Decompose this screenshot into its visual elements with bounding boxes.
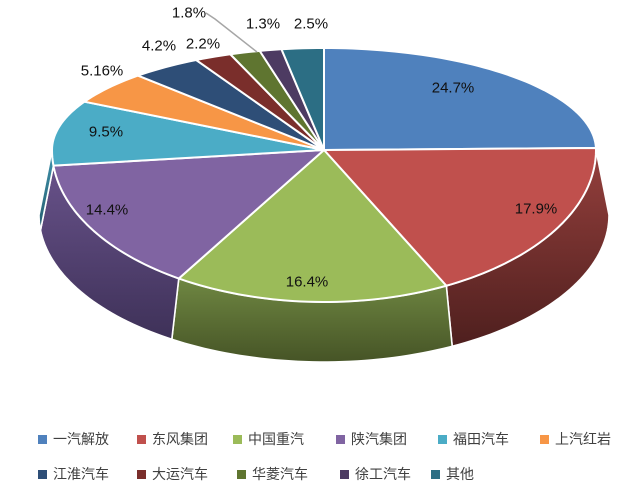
legend-marker-icon: [233, 434, 242, 444]
legend-marker-icon: [336, 434, 345, 444]
legend-marker-icon: [438, 434, 447, 444]
slice-label-10: 2.5%: [293, 15, 329, 33]
legend-label: 上汽红岩: [555, 431, 611, 447]
slice-label-5: 5.16%: [80, 62, 124, 80]
legend-item-7: 大运汽车: [137, 467, 208, 481]
legend-item-6: 江淮汽车: [38, 467, 109, 481]
legend-label: 华菱汽车: [252, 466, 308, 482]
legend-label: 陕汽集团: [351, 431, 407, 447]
legend-item-0: 一汽解放: [38, 432, 109, 446]
legend-item-2: 中国重汽: [233, 432, 304, 446]
legend-marker-icon: [38, 469, 47, 479]
legend-item-5: 上汽红岩: [540, 432, 611, 446]
pie-slice-0: [323, 47, 597, 151]
pie-slice-5: [83, 74, 325, 151]
pie-slice-10: [280, 47, 325, 151]
pie-slice-3: [52, 149, 325, 280]
legend-label: 东风集团: [152, 431, 208, 447]
legend-marker-icon: [137, 469, 146, 479]
slice-label-0: 24.7%: [431, 79, 475, 97]
slice-label-1: 17.9%: [514, 200, 558, 218]
leader-line: [205, 12, 258, 53]
slice-label-4: 9.5%: [88, 123, 124, 141]
legend-item-3: 陕汽集团: [336, 432, 407, 446]
legend-item-10: 其他: [431, 467, 474, 481]
legend-item-8: 华菱汽车: [237, 467, 308, 481]
pie-slice-4: [51, 100, 325, 167]
legend-item-1: 东风集团: [137, 432, 208, 446]
pie-chart: [38, 12, 610, 363]
legend-marker-icon: [340, 469, 349, 479]
pie-slice-6: [136, 58, 325, 151]
legend-marker-icon: [431, 469, 440, 479]
legend-label: 福田汽车: [453, 431, 509, 447]
legend-marker-icon: [237, 469, 246, 479]
slice-label-3: 14.4%: [85, 201, 129, 219]
legend-item-4: 福田汽车: [438, 432, 509, 446]
legend-marker-icon: [38, 434, 47, 444]
legend-label: 大运汽车: [152, 466, 208, 482]
slice-label-9: 1.3%: [245, 15, 281, 33]
legend-label: 其他: [446, 466, 474, 482]
legend-marker-icon: [540, 434, 549, 444]
legend-label: 江淮汽车: [53, 466, 109, 482]
slice-label-8: 1.8%: [171, 4, 207, 22]
slice-label-2: 16.4%: [285, 273, 329, 291]
slice-label-7: 2.2%: [185, 35, 221, 53]
legend-label: 中国重汽: [248, 431, 304, 447]
legend-item-9: 徐工汽车: [340, 467, 411, 481]
legend-label: 一汽解放: [53, 431, 109, 447]
legend-marker-icon: [137, 434, 146, 444]
pie-slice-2: [177, 149, 448, 303]
slice-label-6: 4.2%: [141, 37, 177, 55]
legend-label: 徐工汽车: [355, 466, 411, 482]
pie-slice-1: [323, 146, 597, 287]
